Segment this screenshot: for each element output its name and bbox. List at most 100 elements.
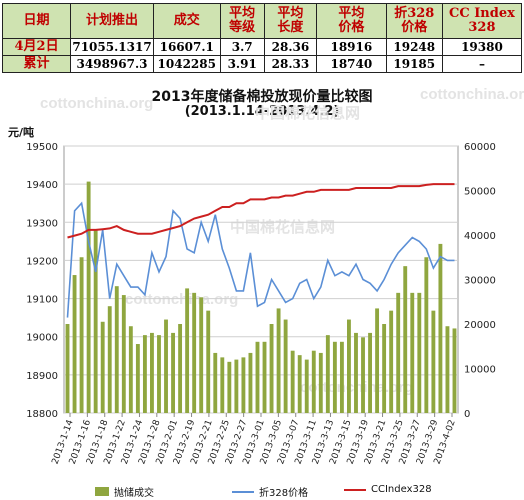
y-tick-label-left: 19300	[26, 218, 58, 229]
y-tick-label-right: 40000	[464, 231, 496, 242]
bar	[72, 275, 77, 413]
bar	[396, 292, 401, 413]
chart-legend: 抛储成交 折328价格 CCIndex328	[0, 484, 524, 499]
bar	[375, 308, 380, 413]
summary-cell: 28.33	[263, 55, 318, 73]
bar	[227, 361, 232, 413]
bar	[325, 335, 330, 413]
bar	[389, 310, 394, 413]
bar	[403, 266, 408, 413]
bar	[220, 357, 225, 413]
bar	[311, 350, 316, 413]
bar	[199, 297, 204, 413]
summary-cell: 3498967.3	[70, 55, 154, 73]
y-tick-label-right: 30000	[464, 276, 496, 287]
bar	[438, 243, 443, 413]
summary-cell: 3.91	[219, 55, 265, 73]
summary-header-cell: CC Index 328	[441, 3, 523, 39]
bar	[304, 359, 309, 413]
summary-cell: 19185	[385, 55, 443, 73]
bar	[269, 324, 274, 413]
y-tick-label-left: 19400	[26, 180, 58, 191]
bar	[339, 341, 344, 413]
summary-header-cell: 折328 价格	[385, 3, 443, 39]
y-tick-label-right: 50000	[464, 187, 496, 198]
legend-label-price328: 折328价格	[259, 488, 309, 499]
summary-row-today: 4月2日 71055.1317 16607.1 3.7 28.36 18916 19248 1…	[1, 38, 523, 56]
bar	[262, 341, 267, 413]
series-line-ccindex328	[67, 183, 455, 239]
summary-cell: 19380	[441, 38, 523, 56]
bar	[79, 257, 84, 413]
summary-cell: –	[441, 55, 523, 73]
summary-cell: 18916	[316, 38, 387, 56]
bar	[382, 324, 387, 413]
bar	[347, 319, 351, 413]
bar	[424, 257, 429, 413]
series-line-price328	[66, 201, 455, 318]
y-tick-label-right: 0	[464, 409, 470, 420]
bar	[107, 306, 112, 413]
bar	[65, 324, 70, 413]
summary-header-cell: 平均 等级	[219, 3, 265, 39]
legend-item-ccindex: CCIndex328	[344, 484, 432, 495]
y-tick-label-left: 18800	[26, 409, 58, 420]
bar	[157, 335, 161, 413]
bar	[135, 344, 140, 413]
bar	[417, 292, 422, 413]
summary-cell: 19248	[385, 38, 443, 56]
summary-header-row: 日期 计划推出 成交 平均 等级 平均 长度 平均 价格 折328 价格 CC Index 328	[1, 3, 523, 39]
bar	[290, 350, 295, 413]
legend-label-bars: 抛储成交	[114, 488, 154, 499]
summary-header-cell: 平均 价格	[316, 3, 387, 39]
bar	[368, 332, 372, 413]
watermark-text: 中国棉花信息网	[255, 104, 360, 122]
bar	[128, 326, 133, 413]
bar	[283, 319, 288, 413]
bar	[114, 286, 119, 413]
bar	[185, 288, 190, 413]
chart-title: 2013年度储备棉投放现价量比较图	[151, 89, 373, 105]
summary-row-label: 累计	[1, 55, 72, 73]
legend-label-ccindex: CCIndex328	[371, 484, 432, 495]
bar	[93, 230, 98, 413]
watermark-text: cottonchina.org	[40, 95, 153, 112]
y-tick-label-right: 60000	[464, 142, 496, 153]
bar	[354, 332, 358, 413]
summary-header-cell: 计划推出	[70, 3, 154, 39]
legend-swatch-price328	[232, 490, 254, 493]
y-tick-label-left: 19100	[26, 295, 58, 306]
bar	[318, 352, 323, 413]
y-tick-label-left: 19200	[26, 256, 58, 267]
bar	[410, 292, 415, 413]
summary-cell: 71055.1317	[70, 38, 154, 56]
bar	[150, 332, 154, 413]
bar	[164, 319, 168, 413]
bar	[142, 335, 147, 413]
y-tick-label-right: 10000	[464, 365, 496, 376]
watermark-text: cottonchina.org	[125, 291, 238, 308]
bar	[248, 352, 253, 413]
bar	[431, 310, 436, 413]
bar	[255, 341, 260, 413]
bar	[100, 321, 105, 413]
summary-header-cell: 平均 长度	[263, 3, 318, 39]
bar	[297, 355, 302, 413]
bar	[192, 292, 197, 413]
legend-swatch-bars	[95, 487, 109, 496]
chart-subtitle: (2013.1.14-2013.4.2)	[184, 104, 340, 119]
bar	[452, 328, 457, 413]
legend-swatch-ccindex	[344, 488, 366, 491]
summary-cell: 3.7	[219, 38, 265, 56]
bar	[445, 326, 450, 413]
summary-cell: 18740	[316, 55, 387, 73]
legend-item-bars: 抛储成交	[95, 484, 154, 499]
bar	[361, 337, 365, 413]
y-axis-unit-label: 元/吨	[8, 126, 35, 139]
bar	[332, 341, 337, 413]
bar	[121, 295, 126, 413]
summary-cell: 1042285	[152, 55, 221, 73]
watermark-text: 中国棉花信息网	[230, 218, 335, 236]
bar	[241, 357, 246, 413]
